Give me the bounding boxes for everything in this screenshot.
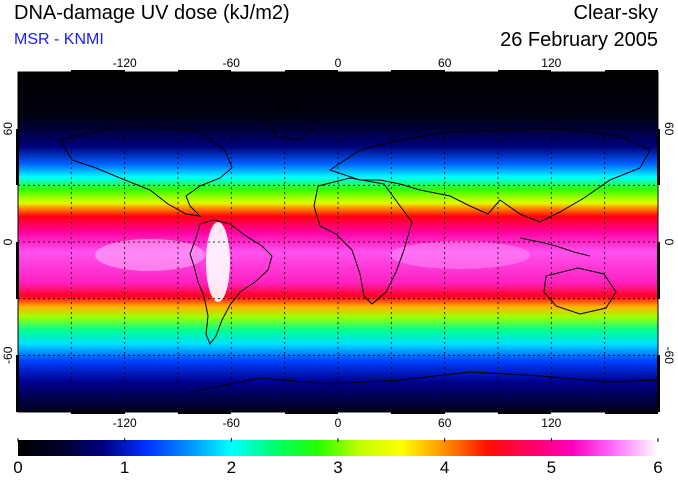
latitude-labels: 60 0 -60 60 0 -60 [1,122,676,365]
lon-label-bottom: 120 [541,416,561,430]
antarctica-coast [189,371,658,393]
pacific-high-dose-area [95,239,205,271]
lat-label-left: -60 [1,346,15,364]
indonesia-coast [519,237,591,257]
colorbar-tick-label: 5 [546,458,557,477]
colorbar-tick-label: 0 [13,458,23,477]
colorbar-tick-label: 3 [333,458,343,477]
graticule [18,72,658,412]
lon-label-bottom: -60 [223,416,241,430]
greenland-coast [261,107,319,141]
andes-high-dose-area [206,222,230,302]
lat-label-right: 60 [662,122,676,136]
lon-label-top: -120 [113,56,137,70]
eurasia-coast [328,127,651,223]
colorbar-tick-label: 4 [439,458,450,477]
lon-label-top: 0 [335,56,342,70]
map-frame [16,70,660,414]
date-label: 26 February 2005 [500,29,658,51]
lon-label-bottom: 0 [335,416,342,430]
colorbar-tick-label: 6 [653,458,663,477]
colorbar-tick-label: 2 [226,458,237,477]
colorbar-tick-label: 1 [119,458,130,477]
map-title: DNA-damage UV dose (kJ/m2) [14,2,290,24]
longitude-labels: -120 -60 0 60 120 -120 -60 0 60 120 [113,56,562,430]
lon-label-top: -60 [223,56,241,70]
lon-label-bottom: 60 [438,416,452,430]
lat-label-left: 0 [1,238,15,245]
sky-condition-label: Clear-sky [573,2,658,24]
lat-label-left: 60 [1,122,15,136]
lon-label-top: 120 [541,56,561,70]
colorbar [18,440,658,456]
north-america-coast [59,125,233,217]
lon-label-top: 60 [438,56,452,70]
lat-label-right: -60 [662,347,676,365]
africa-coast [313,177,413,305]
lat-label-right: 0 [662,239,676,246]
colorbar-ticks [17,438,659,442]
south-america-coast [189,219,273,346]
source-label: MSR - KNMI [14,31,104,48]
lon-label-bottom: -120 [113,416,137,430]
australia-coast [543,267,617,315]
indian-ocean-high-dose-area [390,241,530,269]
coastlines [59,107,658,393]
